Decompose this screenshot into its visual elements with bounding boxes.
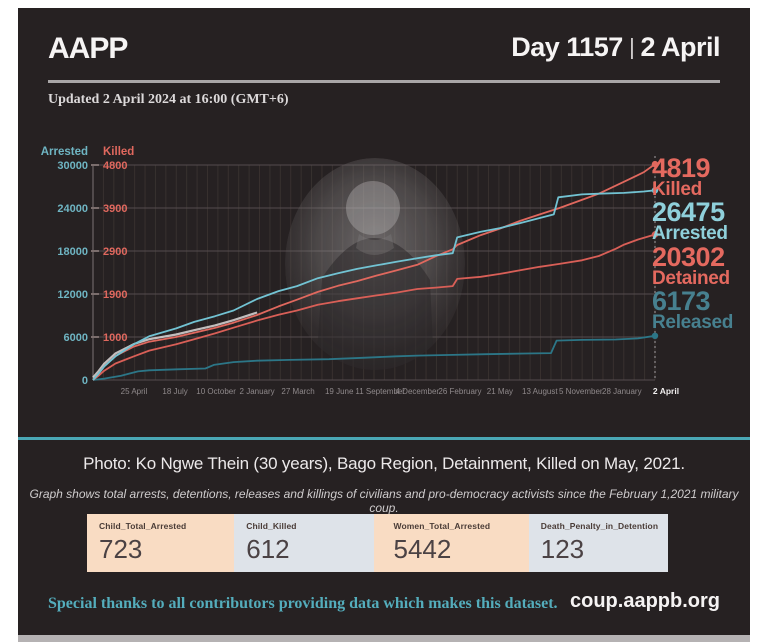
- statbox-value: 723: [99, 534, 143, 564]
- arrested-axis-tick: 30000: [57, 160, 88, 172]
- x-axis-tick: 26 February: [438, 387, 481, 396]
- line-chart-canvas: 0 6000 12000 18000 24000 30000 1000 1900 2900 390…: [41, 146, 679, 396]
- photo-caption: Photo: Ko Ngwe Thein (30 years), Bago Re…: [83, 454, 685, 473]
- header: AAPP Day 1157 | 2 April: [48, 32, 720, 74]
- arrested-axis-tick: 0: [82, 375, 88, 387]
- x-axis-tick: 10 October: [196, 387, 236, 396]
- x-axis-tick: 19 June: [325, 387, 354, 396]
- statbox-child-arrested: Child_Total_Arrested 723: [87, 514, 226, 572]
- current-date: 2 April: [640, 32, 720, 62]
- killed-axis-tick: 1900: [103, 289, 127, 301]
- x-axis-tick: 2 January: [240, 387, 275, 396]
- x-axis-tick: 13 August: [522, 387, 558, 396]
- x-axis-tick: 18 July: [162, 387, 187, 396]
- statbox-value: 5442: [393, 534, 452, 564]
- statbox-label: Child_Killed: [246, 521, 297, 531]
- killed-axis-tick: 2900: [103, 246, 127, 258]
- x-axis-tick: 27 March: [281, 387, 314, 396]
- statbox-value: 612: [246, 534, 290, 564]
- detained-total: 20302: [652, 242, 725, 272]
- day-counter: Day 1157 | 2 April: [511, 32, 720, 63]
- updated-timestamp: Updated 2 April 2024 at 16:00 (GMT+6): [48, 92, 289, 107]
- section-divider: [18, 437, 750, 440]
- x-axis-tick: 25 April: [121, 387, 148, 396]
- arrested-axis-tick: 6000: [64, 332, 88, 344]
- thanks-message: Special thanks to all contributors provi…: [48, 595, 558, 612]
- day-number: Day 1157: [511, 32, 623, 62]
- statbox-death-penalty: Death_Penalty_in_Detention 123: [528, 514, 668, 572]
- infographic-card: AAPP Day 1157 | 2 April Updated 2 April 20…: [18, 8, 750, 635]
- x-axis-tick: 28 January: [602, 387, 642, 396]
- released-total: 6173: [652, 286, 711, 316]
- watermark-head: [346, 181, 400, 235]
- x-axis-tick: 5 November: [559, 387, 603, 396]
- released-label: Released: [652, 312, 734, 333]
- chart: 0 6000 12000 18000 24000 30000 1000 1900 2900 390…: [18, 126, 750, 418]
- stat-killed: 4819 Killed: [652, 153, 750, 200]
- chart-line-detained: [92, 233, 656, 381]
- early-highlight-line: [92, 311, 258, 379]
- statbox-label: Child_Total_Arrested: [99, 521, 187, 531]
- summary-stats-strip: Child_Total_Arrested 723 Child_Killed 61…: [87, 514, 668, 572]
- arrested-axis-tick: 12000: [57, 289, 88, 301]
- x-axis-tick: 21 May: [487, 387, 513, 396]
- arrested-axis-label: Arrested: [41, 146, 88, 158]
- arrested-label: Arrested: [652, 223, 728, 244]
- killed-label: Killed: [652, 179, 702, 200]
- killed-total: 4819: [652, 153, 711, 183]
- stat-released: 6173 Released: [652, 286, 750, 333]
- killed-axis-label: Killed: [103, 146, 134, 158]
- killed-axis-tick: 1000: [103, 332, 127, 344]
- chart-line-released: [92, 334, 656, 381]
- graph-description: Graph shows total arrests, detentions, r…: [29, 487, 739, 515]
- stat-detained: 20302 Detained: [652, 242, 750, 289]
- header-divider: [48, 80, 720, 83]
- statbox-label: Death_Penalty_in_Detention: [540, 521, 659, 531]
- arrested-axis-tick: 24000: [57, 203, 88, 215]
- detained-label: Detained: [652, 268, 730, 289]
- endpoint-dot-arrested: [651, 187, 659, 194]
- arrested-axis-tick: 18000: [57, 246, 88, 258]
- x-axis-tick: 11 September: [355, 387, 405, 396]
- endpoint-dot-killed: [651, 160, 659, 168]
- killed-axis-tick: 3900: [103, 203, 127, 215]
- x-axis-end-tick: 2 April: [653, 386, 679, 396]
- endpoint-dot-released: [651, 332, 659, 339]
- app-logo: AAPP: [48, 32, 128, 65]
- chart-line-killed: [92, 163, 656, 381]
- statbox-label: Women_Total_Arrested: [393, 521, 491, 531]
- website-url: coup.aappb.org: [570, 590, 720, 612]
- arrested-total: 26475: [652, 197, 725, 227]
- chart-line-arrested: [92, 189, 656, 381]
- stat-arrested: 26475 Arrested: [652, 197, 750, 244]
- x-axis-tick: 4 December: [396, 387, 440, 396]
- statbox-child-killed: Child_Killed 612: [234, 514, 374, 572]
- endpoint-dot-detained: [651, 231, 659, 238]
- killed-axis-tick: 4800: [103, 160, 127, 172]
- statbox-women-arrested: Women_Total_Arrested 5442: [382, 514, 521, 572]
- statbox-value: 123: [540, 534, 585, 564]
- photo-watermark: [285, 158, 465, 370]
- day-separator: |: [630, 34, 634, 59]
